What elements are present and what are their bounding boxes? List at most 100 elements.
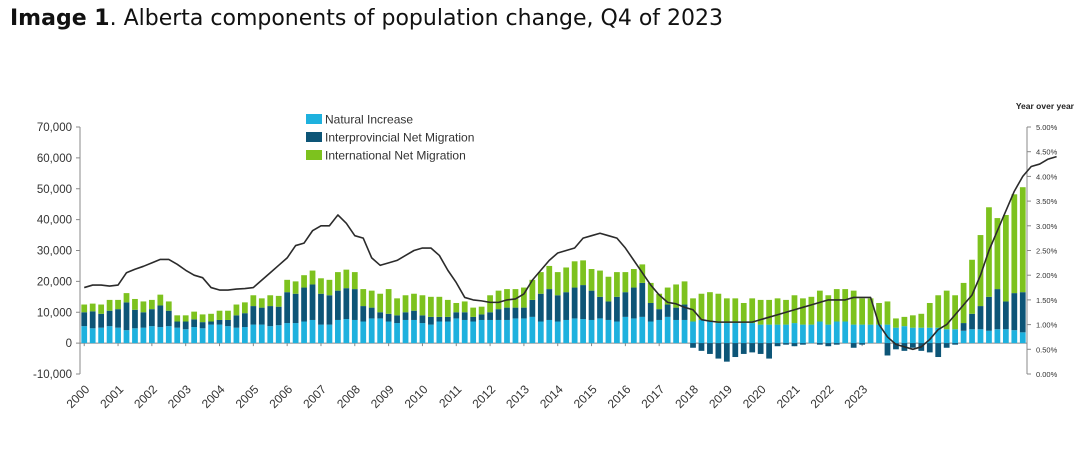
bar-natural-increase: [554, 321, 561, 344]
bar-natural-increase: [833, 321, 840, 344]
bar-interprovincial-migration: [225, 319, 231, 327]
bar-international-migration: [301, 275, 307, 288]
bar-natural-increase: [588, 319, 595, 344]
title-image-number: Image 1: [10, 6, 110, 31]
bar-interprovincial-migration: [597, 296, 603, 319]
bar-international-migration: [969, 259, 975, 314]
bar-international-migration: [1019, 187, 1026, 293]
bar-international-migration: [909, 315, 916, 328]
bar-natural-increase: [402, 319, 409, 344]
x-tick-label: 2010: [402, 382, 431, 411]
bar-international-migration: [242, 302, 248, 314]
bar-natural-increase: [377, 318, 384, 344]
y2-tick-label: 3.50%: [1036, 197, 1058, 206]
bar-international-migration: [580, 260, 586, 286]
bar-international-migration: [199, 314, 206, 323]
bar-interprovincial-migration: [825, 343, 832, 347]
bar-natural-increase: [614, 321, 620, 344]
bar-interprovincial-migration: [123, 302, 130, 331]
x-tick-label: 2021: [774, 382, 803, 411]
legend-swatch: [306, 114, 322, 124]
bar-interprovincial-migration: [740, 343, 747, 354]
bar-interprovincial-migration: [537, 293, 544, 322]
legend-label: International Net Migration: [325, 149, 466, 163]
bar-international-migration: [774, 298, 781, 325]
bar-international-migration: [859, 298, 865, 325]
bar-international-migration: [351, 272, 358, 290]
bar-interprovincial-migration: [673, 307, 679, 320]
bar-natural-increase: [816, 321, 823, 344]
bar-interprovincial-migration: [368, 307, 375, 319]
bar-natural-increase: [123, 330, 130, 344]
y2-tick-label: 2.00%: [1036, 271, 1058, 280]
y2-tick-label: 0.00%: [1036, 370, 1058, 379]
bar-interprovincial-migration: [656, 309, 663, 320]
bar-international-migration: [867, 298, 874, 325]
y2-tick-label: 1.00%: [1036, 321, 1058, 330]
bar-interprovincial-migration: [969, 313, 975, 330]
bar-international-migration: [816, 290, 823, 322]
right-axis-title: Year over year: [1016, 101, 1075, 111]
bar-interprovincial-migration: [250, 306, 257, 325]
bar-natural-increase: [656, 319, 663, 344]
bar-international-migration: [81, 304, 88, 313]
bar-natural-increase: [106, 326, 113, 344]
bar-international-migration: [918, 313, 925, 328]
bar-international-migration: [605, 276, 612, 302]
bar-natural-increase: [943, 329, 950, 344]
bar-interprovincial-migration: [115, 309, 121, 328]
bar-international-migration: [893, 318, 899, 328]
bar-natural-increase: [140, 327, 147, 344]
bar-natural-increase: [986, 330, 992, 344]
bar-international-migration: [335, 272, 341, 291]
bar-natural-increase: [216, 324, 223, 344]
bar-interprovincial-migration: [351, 289, 358, 320]
bar-interprovincial-migration: [546, 289, 553, 320]
bar-interprovincial-migration: [470, 316, 477, 322]
bar-interprovincial-migration: [943, 343, 950, 348]
bar-international-migration: [977, 235, 984, 307]
bar-natural-increase: [537, 321, 544, 344]
legend-swatch: [306, 150, 322, 160]
bar-natural-increase: [512, 318, 519, 344]
bar-interprovincial-migration: [690, 343, 696, 348]
x-tick-label: 2003: [165, 382, 194, 411]
bar-interprovincial-migration: [106, 310, 113, 327]
bar-natural-increase: [935, 327, 942, 344]
bar-international-migration: [757, 299, 764, 325]
bar-interprovincial-migration: [774, 343, 781, 347]
bar-natural-increase: [284, 323, 291, 344]
x-tick-label: 2009: [368, 382, 397, 411]
bar-natural-increase: [1019, 332, 1026, 344]
y2-tick-label: 1.50%: [1036, 296, 1058, 305]
bar-natural-increase: [707, 321, 713, 344]
bar-interprovincial-migration: [360, 306, 367, 322]
bar-interprovincial-migration: [1019, 292, 1026, 333]
bar-international-migration: [284, 279, 291, 293]
bar-interprovincial-migration: [884, 343, 891, 356]
bar-international-migration: [504, 289, 510, 308]
bar-international-migration: [960, 282, 967, 324]
bar-international-migration: [165, 301, 172, 311]
bar-international-migration: [740, 302, 747, 324]
bar-natural-increase: [199, 328, 206, 344]
bar-interprovincial-migration: [174, 321, 181, 328]
bar-natural-increase: [571, 318, 578, 344]
bar-international-migration: [225, 310, 231, 320]
bar-international-migration: [419, 295, 426, 316]
bar-interprovincial-migration: [132, 309, 138, 329]
bar-interprovincial-migration: [208, 321, 214, 325]
bar-natural-increase: [867, 324, 874, 344]
y-tick-label: -10,000: [33, 369, 72, 381]
bar-international-migration: [825, 295, 832, 325]
bar-natural-increase: [470, 321, 477, 344]
bar-natural-increase: [89, 328, 96, 344]
bar-interprovincial-migration: [800, 343, 806, 345]
bar-natural-increase: [715, 323, 722, 344]
bar-international-migration: [106, 299, 113, 311]
bar-natural-increase: [901, 326, 908, 344]
bar-natural-increase: [800, 324, 806, 344]
bar-natural-increase: [647, 321, 654, 344]
y-tick-label: 20,000: [37, 276, 72, 288]
bar-natural-increase: [681, 319, 688, 344]
